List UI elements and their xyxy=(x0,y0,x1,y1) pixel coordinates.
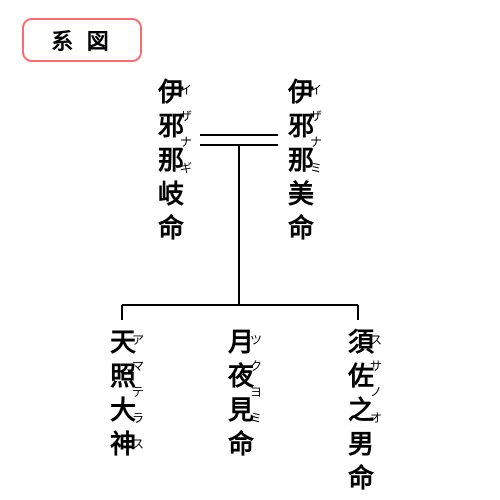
ruby-char: イ xyxy=(180,84,192,110)
deity-izanami: 伊邪那美命イザナミ xyxy=(288,80,314,250)
deity-tsukuyomi: 月夜見命ツクヨミ xyxy=(228,330,254,466)
ruby-char: ミ xyxy=(310,162,322,188)
ruby-column: ツクヨミ xyxy=(250,334,262,438)
ruby-column: スサノオ xyxy=(370,334,382,438)
ruby-char: ヨ xyxy=(250,386,262,412)
ruby-char: ノ xyxy=(370,386,382,412)
ruby-char: ザ xyxy=(180,110,192,136)
kanji-char: 命 xyxy=(288,216,314,250)
ruby-char: イ xyxy=(310,84,322,110)
ruby-column: アマテラス xyxy=(132,334,144,464)
ruby-char: ナ xyxy=(180,136,192,162)
ruby-char: ナ xyxy=(310,136,322,162)
ruby-char: マ xyxy=(132,360,144,386)
deity-susanoo: 須佐之男命スサノオ xyxy=(348,330,374,500)
ruby-char: ス xyxy=(370,334,382,360)
ruby-char: ギ xyxy=(180,162,192,188)
ruby-column: イザナミ xyxy=(310,84,322,188)
ruby-char: ラ xyxy=(132,412,144,438)
ruby-char: ツ xyxy=(250,334,262,360)
ruby-char: テ xyxy=(132,386,144,412)
ruby-char: ス xyxy=(132,438,144,464)
kanji-char: 命 xyxy=(158,216,184,250)
ruby-char: オ xyxy=(370,412,382,438)
ruby-char: サ xyxy=(370,360,382,386)
kanji-char: 命 xyxy=(348,466,374,500)
ruby-char: ア xyxy=(132,334,144,360)
deity-izanagi: 伊邪那岐命イザナギ xyxy=(158,80,184,250)
ruby-column: イザナギ xyxy=(180,84,192,188)
ruby-char: ミ xyxy=(250,412,262,438)
ruby-char: ク xyxy=(250,360,262,386)
deity-amaterasu: 天照大神アマテラス xyxy=(110,330,136,466)
ruby-char: ザ xyxy=(310,110,322,136)
